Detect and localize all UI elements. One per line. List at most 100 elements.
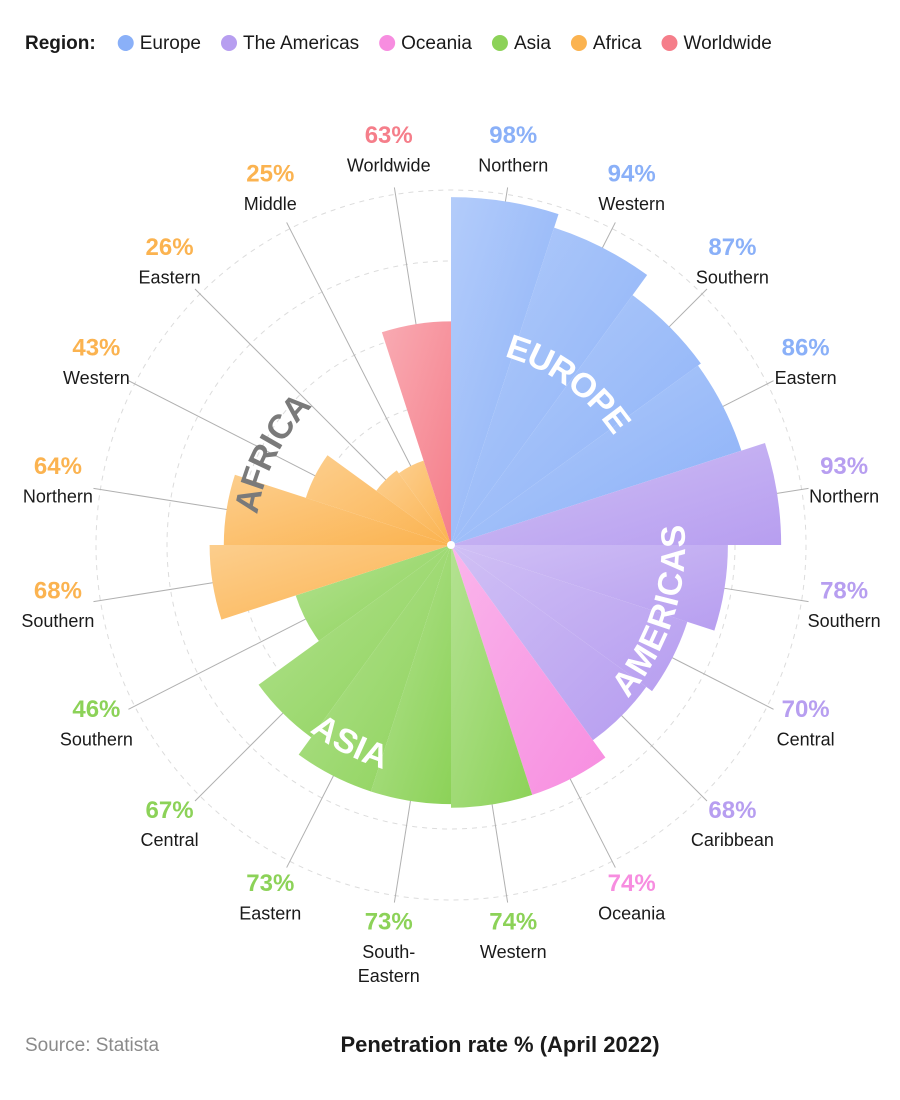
leader-line [93,581,217,603]
value-label: 64% [34,453,82,480]
legend-label: Oceania [401,33,472,54]
source: Source: Statista [25,1035,160,1056]
grid-circle [95,189,807,901]
leader-line [286,772,336,868]
leader-line [286,222,413,470]
bar [370,545,451,805]
legend-title: Region: [25,33,96,54]
value-label: 78% [820,578,868,605]
value-label: 25% [246,161,294,188]
leader-line [194,288,389,483]
legend-swatch [221,35,237,51]
bar [451,545,647,741]
leader-line [93,487,231,511]
bar [376,470,451,545]
value-label: 74% [489,908,537,935]
bar [305,455,451,545]
leader-line [490,800,509,903]
category-label: South-Eastern [358,942,420,986]
leader-line [128,616,310,710]
category-label: Western [598,194,665,214]
value-label: 68% [708,797,756,824]
value-label: 73% [246,870,294,897]
legend-label: Asia [514,33,551,54]
value-label: 87% [708,234,756,261]
value-label: 63% [365,122,413,149]
category-label: Caribbean [691,830,774,850]
leader-line [618,712,708,802]
category-label: Southern [696,267,769,287]
category-label: Southern [60,729,133,749]
bar [381,321,451,545]
leader-line [568,775,616,868]
leader-line [194,710,286,802]
category-label: Southern [21,611,94,631]
category-label: Eastern [239,903,301,923]
category-label: Central [777,729,835,749]
category-label: Western [63,368,130,388]
value-label: 98% [489,122,537,149]
value-label: 26% [146,234,194,261]
category-label: Northern [23,486,93,506]
bars [209,197,782,808]
bar [223,474,451,545]
leader-line [128,380,319,478]
legend-label: Europe [140,33,201,54]
category-label: Western [480,942,547,962]
value-label: 73% [365,908,413,935]
leader-line [720,587,809,603]
legend-label: The Americas [243,33,359,54]
legend-label: Worldwide [683,33,771,54]
value-label: 46% [72,696,120,723]
center-dot [447,541,455,549]
leader-line [773,487,809,495]
value-label: 67% [146,797,194,824]
bar [451,545,688,692]
value-label: 93% [820,453,868,480]
category-label: Central [141,830,199,850]
value-label: 43% [72,335,120,362]
leader-line [668,655,774,710]
category-label: Northern [478,156,548,176]
leader-line [666,288,708,330]
category-label: Worldwide [347,156,431,176]
category-label: Oceania [598,903,666,923]
bar [398,460,451,545]
bar [451,545,533,808]
category-label: Southern [808,611,881,631]
bar [451,295,701,545]
value-label: 86% [782,335,830,362]
bar [295,545,451,641]
value-label: 94% [608,161,656,188]
legend-swatch [570,35,587,51]
bar [451,545,606,795]
leader-lines [93,187,809,903]
bar [209,545,451,620]
bar [258,545,451,738]
value-label: 70% [782,696,830,723]
value-label: 68% [34,578,82,605]
category-label: Northern [809,486,879,506]
legend-swatch [379,35,396,51]
bar [451,365,742,545]
bar [451,197,559,545]
leader-line [393,796,412,903]
leader-line [600,222,616,252]
value-label: 74% [608,870,656,897]
bar [451,442,782,545]
bar [451,545,728,631]
category-label: Eastern [775,368,837,388]
leader-line [719,380,774,409]
category-label: Eastern [139,267,201,287]
leader-line [393,187,418,329]
bar [298,545,451,792]
bar [451,227,648,545]
legend-swatch [491,35,508,51]
category-label: Middle [244,194,297,214]
legend-swatch [117,35,134,51]
legend-swatch [661,35,678,51]
caption: Penetration rate % (April 2022) [340,1032,659,1057]
legend-label: Africa [593,33,642,54]
